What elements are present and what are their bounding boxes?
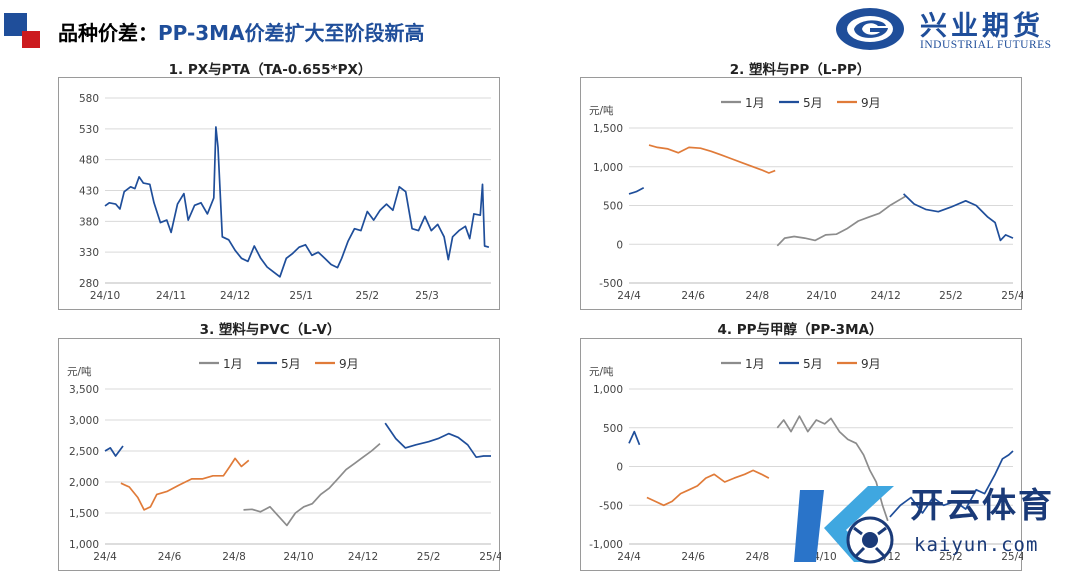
x-tick-label: 25/4 xyxy=(1001,551,1023,563)
x-tick-label: 25/2 xyxy=(417,551,441,563)
chart-1-title: 1. PX与PTA（TA-0.655*PX） xyxy=(168,62,372,78)
watermark-k-logo-icon xyxy=(794,486,894,564)
y-tick-label: 330 xyxy=(79,247,99,259)
x-tick-label: 24/6 xyxy=(681,551,705,563)
header-red-square xyxy=(22,31,40,48)
series-line xyxy=(648,144,776,174)
page-title: 品种价差：PP-3MA价差扩大至阶段新高 xyxy=(58,17,425,46)
legend-label: 9月 xyxy=(861,96,881,110)
chart-2-title: 2. 塑料与PP（L-PP） xyxy=(729,62,871,78)
logo-swirl-icon xyxy=(836,8,904,50)
y-tick-label: 0 xyxy=(616,462,623,474)
chart-3-svg: 1,000 1,500 2,000 2,500 3,000 3,500 24/4 24/6 24… xyxy=(67,357,501,563)
header-blue-square xyxy=(4,13,27,36)
company-logo: 兴业期货 INDUSTRIAL FUTURES xyxy=(834,4,1070,54)
series-line xyxy=(776,415,889,522)
unit-label: 元/吨 xyxy=(589,104,614,117)
chart-2-panel: -500 0 500 1,000 1,500 24/4 24/6 24/8 24/10 24/12… xyxy=(580,77,1023,310)
x-tick-label: 24/10 xyxy=(90,290,120,302)
y-tick-label: 430 xyxy=(79,186,99,198)
y-tick-label: -500 xyxy=(599,278,623,290)
y-tick-label: 2,500 xyxy=(69,446,99,458)
series-line xyxy=(104,445,124,457)
chart-3-panel: 1,000 1,500 2,000 2,500 3,000 3,500 24/4 24/6 24… xyxy=(58,338,501,571)
watermark-chinese: 开云体育 xyxy=(910,486,1054,526)
y-tick-label: 3,000 xyxy=(69,415,99,427)
x-tick-label: 25/4 xyxy=(479,551,501,563)
chart-3-title: 3. 塑料与PVC（L-V） xyxy=(199,322,341,338)
series-line xyxy=(384,422,491,459)
page-title-lead: 品种价差： xyxy=(58,21,158,45)
x-tick-label: 24/12 xyxy=(871,290,901,302)
x-tick-label: 24/10 xyxy=(806,290,836,302)
legend-label: 9月 xyxy=(861,357,881,371)
series-line xyxy=(104,126,490,278)
y-tick-label: 1,500 xyxy=(69,508,99,520)
x-tick-label: 25/2 xyxy=(939,551,963,563)
x-tick-label: 25/4 xyxy=(1001,290,1023,302)
y-tick-label: 500 xyxy=(603,201,623,213)
y-tick-label: 1,000 xyxy=(69,539,99,551)
y-tick-label: 2,000 xyxy=(69,477,99,489)
chart-4-svg: -1,000-50005001,00024/424/624/824/1024/1… xyxy=(589,357,1023,563)
y-tick-label: 1,000 xyxy=(593,384,623,396)
legend-label: 1月 xyxy=(745,357,765,371)
legend-label: 5月 xyxy=(281,357,301,371)
y-tick-label: 530 xyxy=(79,124,99,136)
x-tick-label: 24/4 xyxy=(93,551,117,563)
chart-2-svg: -500 0 500 1,000 1,500 24/4 24/6 24/8 24/10 24/12… xyxy=(589,96,1023,302)
x-tick-label: 25/3 xyxy=(415,290,439,302)
series-line xyxy=(776,195,907,247)
y-tick-label: 0 xyxy=(616,239,623,251)
y-tick-label: -500 xyxy=(599,500,623,512)
series-line xyxy=(243,442,381,527)
x-tick-label: 25/2 xyxy=(356,290,380,302)
unit-label: 元/吨 xyxy=(67,365,92,378)
chart-1-svg: 280 330 380 430 480 530 580 24/10 24/11 24/12 25/1… xyxy=(79,93,491,302)
y-tick-label: 1,500 xyxy=(593,123,623,135)
series-line xyxy=(889,450,1014,518)
watermark: 开云体育 kaiyun.com xyxy=(790,478,1080,576)
legend-label: 1月 xyxy=(745,96,765,110)
chart-4-title: 4. PP与甲醇（PP-3MA） xyxy=(717,322,883,338)
x-tick-label: 24/12 xyxy=(348,551,378,563)
x-tick-label: 25/2 xyxy=(939,290,963,302)
page-title-rest: PP-3MA价差扩大至阶段新高 xyxy=(158,21,425,45)
x-tick-label: 24/6 xyxy=(681,290,705,302)
x-tick-label: 25/1 xyxy=(289,290,313,302)
legend-label: 5月 xyxy=(803,357,823,371)
series-line xyxy=(628,430,641,446)
x-tick-label: 24/11 xyxy=(156,290,186,302)
unit-label: 元/吨 xyxy=(589,365,614,378)
x-tick-label: 24/4 xyxy=(617,551,641,563)
y-tick-label: 480 xyxy=(79,155,99,167)
y-tick-label: 580 xyxy=(79,93,99,105)
x-tick-label: 24/8 xyxy=(222,551,246,563)
x-tick-label: 24/8 xyxy=(746,551,770,563)
y-tick-label: 280 xyxy=(79,278,99,290)
legend-label: 5月 xyxy=(803,96,823,110)
series-line xyxy=(903,193,1014,242)
y-tick-label: 500 xyxy=(603,423,623,435)
y-tick-label: 380 xyxy=(79,216,99,228)
watermark-url: kaiyun.com xyxy=(914,534,1039,556)
legend-label: 1月 xyxy=(223,357,243,371)
x-tick-label: 24/12 xyxy=(220,290,250,302)
x-tick-label: 24/4 xyxy=(617,290,641,302)
series-line xyxy=(646,469,770,507)
x-tick-label: 24/8 xyxy=(746,290,770,302)
logo-english-name: INDUSTRIAL FUTURES xyxy=(920,39,1052,51)
x-tick-label: 24/6 xyxy=(158,551,182,563)
y-tick-label: 3,500 xyxy=(69,384,99,396)
series-line xyxy=(120,457,250,511)
y-tick-label: -1,000 xyxy=(589,539,623,551)
x-tick-label: 24/10 xyxy=(283,551,313,563)
series-line xyxy=(628,186,645,195)
chart-1-panel: 280 330 380 430 480 530 580 24/10 24/11 24/12 25/1… xyxy=(58,77,500,310)
logo-chinese-name: 兴业期货 xyxy=(920,11,1044,42)
legend-label: 9月 xyxy=(339,357,359,371)
y-tick-label: 1,000 xyxy=(593,162,623,174)
